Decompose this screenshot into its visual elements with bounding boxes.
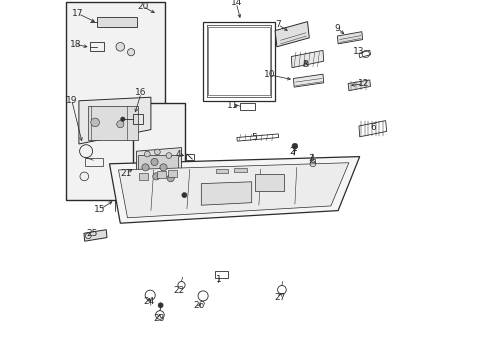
Circle shape — [91, 118, 99, 127]
Text: 5: 5 — [251, 133, 257, 142]
Bar — [215, 169, 228, 173]
Bar — [85, 158, 103, 166]
Text: 26: 26 — [193, 302, 204, 310]
Text: 23: 23 — [153, 315, 164, 323]
Text: 6: 6 — [370, 122, 375, 131]
Text: 4: 4 — [175, 150, 181, 158]
Text: 24: 24 — [143, 297, 155, 306]
Text: 2: 2 — [289, 147, 295, 156]
Bar — [234, 168, 246, 172]
Text: 15: 15 — [94, 205, 105, 214]
Text: 27: 27 — [274, 293, 285, 302]
Circle shape — [160, 164, 167, 171]
Polygon shape — [275, 22, 309, 47]
Polygon shape — [79, 97, 151, 144]
Bar — [88, 106, 138, 140]
Bar — [240, 103, 254, 110]
Circle shape — [116, 42, 124, 51]
Text: 21: 21 — [120, 169, 131, 178]
Bar — [168, 170, 177, 177]
Circle shape — [117, 121, 123, 128]
Text: 17: 17 — [72, 9, 84, 18]
Circle shape — [142, 164, 149, 171]
Bar — [66, 2, 165, 200]
Bar — [215, 271, 227, 278]
Circle shape — [166, 153, 171, 158]
Circle shape — [158, 303, 163, 308]
Circle shape — [182, 193, 186, 198]
Polygon shape — [84, 230, 107, 241]
Polygon shape — [201, 182, 251, 205]
Bar — [186, 154, 194, 160]
Circle shape — [127, 49, 134, 56]
Circle shape — [144, 151, 150, 157]
Bar — [255, 174, 284, 191]
Bar — [133, 114, 142, 124]
Bar — [138, 155, 178, 189]
Text: 25: 25 — [86, 229, 97, 238]
Text: 7: 7 — [275, 20, 280, 29]
Polygon shape — [136, 148, 181, 193]
Polygon shape — [347, 80, 370, 91]
Circle shape — [154, 149, 160, 155]
Text: 10: 10 — [264, 71, 275, 79]
Bar — [157, 171, 166, 178]
Text: 11: 11 — [226, 101, 238, 110]
Bar — [208, 27, 269, 95]
Text: 16: 16 — [135, 88, 146, 97]
Text: 20: 20 — [137, 2, 148, 11]
Bar — [97, 17, 136, 27]
Text: 8: 8 — [302, 60, 308, 69]
Text: 13: 13 — [352, 47, 364, 56]
Bar — [133, 103, 185, 200]
Polygon shape — [118, 163, 348, 218]
Text: 22: 22 — [173, 286, 184, 294]
Polygon shape — [109, 157, 359, 223]
Text: 14: 14 — [230, 0, 242, 7]
Polygon shape — [293, 74, 323, 87]
Bar — [89, 42, 104, 51]
Text: 3: 3 — [307, 154, 313, 163]
Bar — [203, 22, 275, 101]
Polygon shape — [337, 32, 362, 44]
Text: 1: 1 — [215, 275, 221, 284]
Text: 9: 9 — [334, 23, 340, 32]
Text: 18: 18 — [69, 40, 81, 49]
Circle shape — [291, 143, 297, 149]
Circle shape — [152, 173, 160, 180]
Text: 19: 19 — [66, 95, 77, 104]
Text: 12: 12 — [357, 79, 368, 88]
Circle shape — [121, 117, 125, 121]
Bar — [139, 173, 148, 180]
Polygon shape — [291, 50, 323, 68]
Circle shape — [151, 158, 158, 166]
Circle shape — [167, 175, 174, 182]
